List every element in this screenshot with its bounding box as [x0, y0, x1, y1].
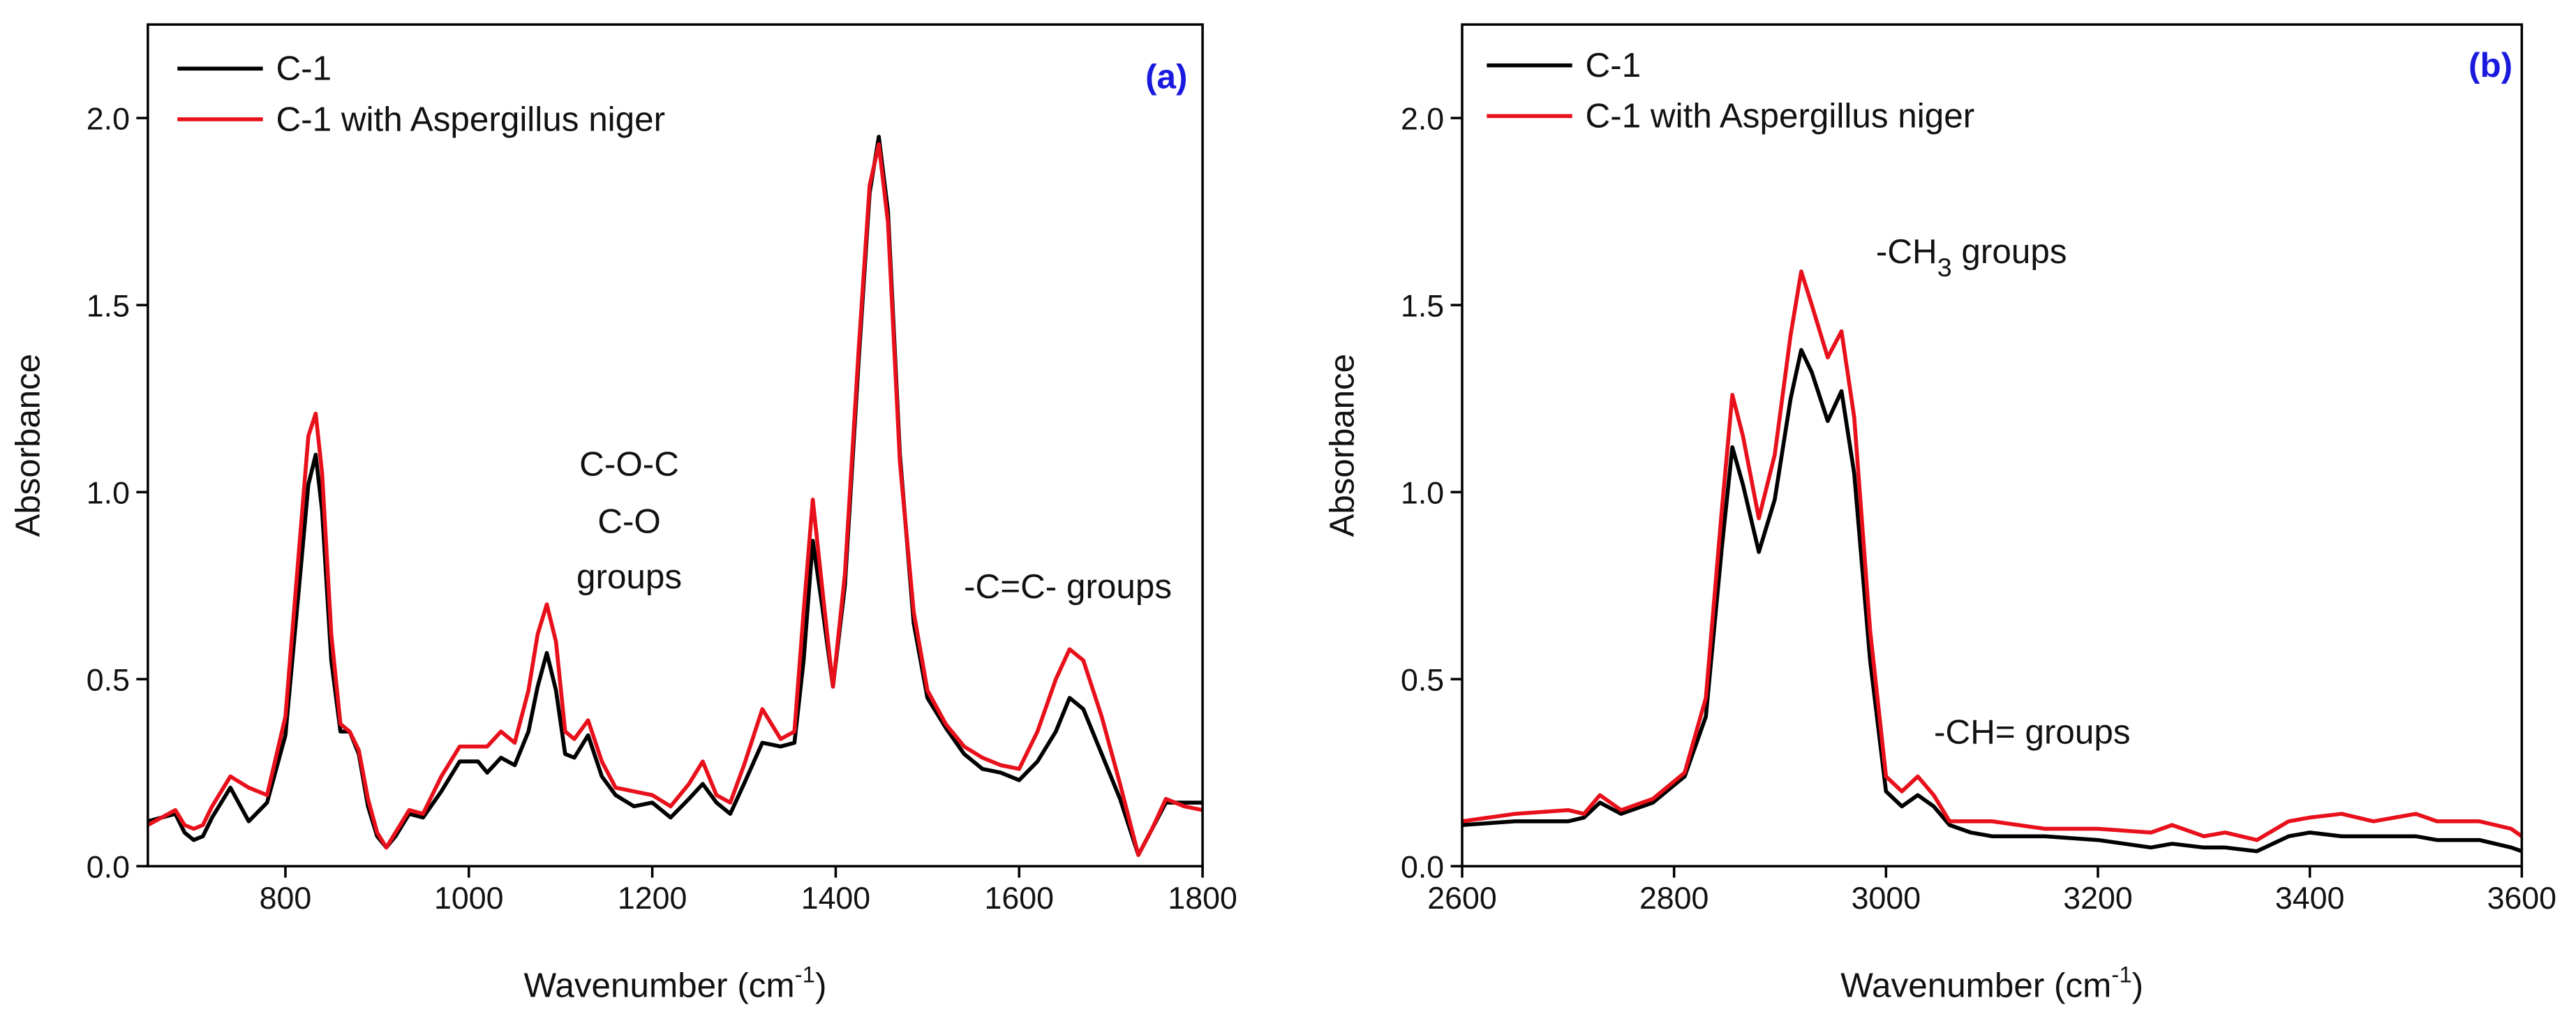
panel: 800 1000 1200 1400 1600 1800 0.0 0.5 1.0 1.5 2.0 Wa… [8, 23, 1237, 1005]
x-tick-label: 800 [260, 881, 312, 916]
series-line [1461, 348, 2523, 854]
annotation: C-O-C [579, 445, 679, 484]
y-tick-label: 0.5 [1401, 664, 1444, 698]
x-tick-label: 1600 [985, 881, 1054, 916]
plot-frame [1461, 23, 2524, 867]
legend-label: C-1 [1586, 46, 1641, 84]
x-tick-label: 3400 [2275, 881, 2344, 916]
annotation-sub: 3 [1937, 253, 1952, 282]
x-axis-label: Wavenumber (cm-1) [524, 962, 827, 1005]
x-tick-label: 2600 [1427, 881, 1496, 916]
x-axis-label-part: ) [2132, 967, 2143, 1005]
annotation-part: C-O-C [579, 445, 679, 484]
annotation-part: groups [576, 558, 682, 596]
x-tick-label: 3000 [1852, 881, 1921, 916]
annotation: -C=C- groups [964, 567, 1172, 606]
x-axis-label-part: Wavenumber (cm [524, 967, 795, 1005]
plot-frame [147, 23, 1204, 867]
y-tick-label: 0.0 [1401, 851, 1444, 885]
annotation: -CH= groups [1934, 713, 2131, 752]
y-tick-label: 1.5 [87, 290, 130, 324]
y-tick-label: 0.0 [87, 851, 130, 885]
annotation-part: -CH [1876, 232, 1937, 271]
legend-label: C-1 with Aspergillus niger [1586, 97, 1975, 135]
annotation-part: groups [1952, 232, 2067, 271]
y-tick-label: 2.0 [87, 103, 130, 137]
annotation-part: -C=C- groups [964, 567, 1172, 606]
series-line [147, 135, 1203, 857]
x-tick-label: 1200 [618, 881, 687, 916]
panel: 2600 2800 3000 3200 3400 3600 0.0 0.5 1.0 1.5 2.0 W… [1323, 23, 2556, 1005]
y-tick-label: 1.0 [1401, 477, 1444, 511]
annotation-part: C-O [597, 502, 661, 541]
annotation: groups [576, 558, 682, 596]
x-axis-label: Wavenumber (cm-1) [1840, 962, 2143, 1005]
y-tick-label: 2.0 [1401, 103, 1444, 137]
x-axis-label-sup: -1 [2111, 962, 2131, 988]
x-axis-label-part: ) [815, 967, 826, 1005]
x-tick-label: 2800 [1639, 881, 1708, 916]
series-line [147, 142, 1203, 857]
annotation: -CH3 groups [1876, 232, 2067, 282]
x-tick-label: 1400 [801, 881, 870, 916]
series-line [1461, 269, 2523, 842]
x-tick-label: 1800 [1168, 881, 1237, 916]
y-tick-label: 0.5 [87, 664, 130, 698]
y-axis-label: Absorbance [1323, 354, 1362, 537]
x-tick-label: 1000 [434, 881, 503, 916]
x-tick-label: 3200 [2063, 881, 2132, 916]
annotation-part: -CH= groups [1934, 713, 2131, 752]
x-axis-label-sup: -1 [795, 962, 815, 988]
y-axis-label: Absorbance [8, 354, 47, 537]
y-tick-label: 1.5 [1401, 290, 1444, 324]
panel-label: (b) [2469, 46, 2512, 84]
y-tick-label: 1.0 [87, 477, 130, 511]
annotation: C-O [597, 502, 661, 541]
legend-label: C-1 with Aspergillus niger [276, 100, 665, 138]
panel-label: (a) [1145, 58, 1187, 96]
x-axis-label-part: Wavenumber (cm [1840, 967, 2111, 1005]
x-tick-label: 3600 [2487, 881, 2556, 916]
legend-label: C-1 [276, 50, 332, 88]
